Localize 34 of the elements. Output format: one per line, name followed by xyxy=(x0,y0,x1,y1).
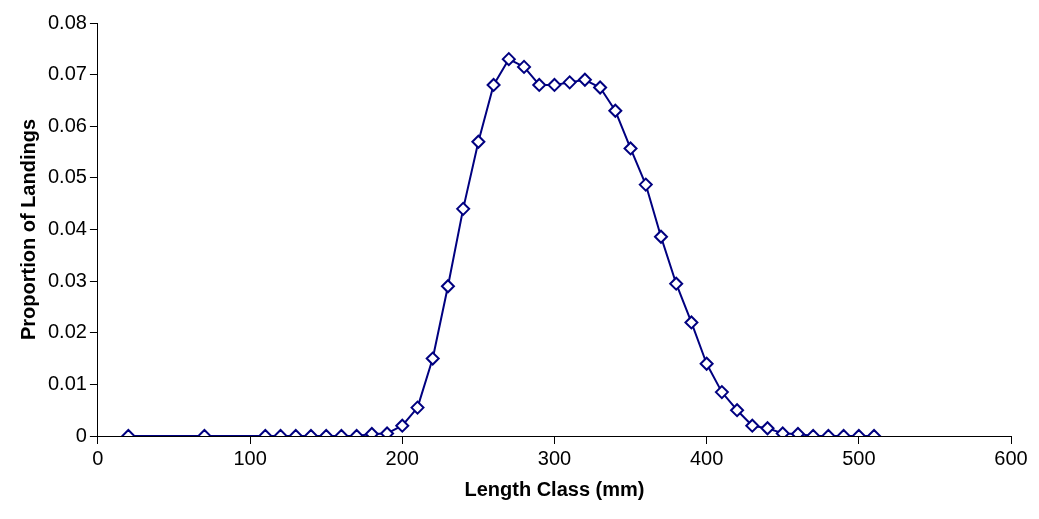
x-tick-label: 600 xyxy=(994,446,1028,469)
x-axis-title: Length Class (mm) xyxy=(464,477,645,500)
point xyxy=(669,276,684,291)
x-tick-label: 400 xyxy=(689,446,724,469)
y-tick-label: 0.07 xyxy=(47,62,87,85)
y-tick-label: 0.06 xyxy=(47,113,87,136)
x-tick-label: 100 xyxy=(233,446,267,469)
x-tick-label: 0 xyxy=(92,446,104,469)
point xyxy=(577,72,592,87)
x-tick-label: 500 xyxy=(842,446,876,469)
point xyxy=(562,75,577,90)
point xyxy=(593,80,608,95)
point xyxy=(501,52,516,67)
y-tick-label: 0.08 xyxy=(47,10,87,33)
point xyxy=(456,201,471,216)
point xyxy=(608,103,623,118)
point xyxy=(532,77,547,92)
point xyxy=(486,77,501,92)
x-tick-label: 200 xyxy=(385,446,419,469)
point xyxy=(653,229,668,244)
point xyxy=(440,279,455,294)
y-tick-label: 0 xyxy=(75,423,87,446)
y-tick-label: 0.04 xyxy=(47,217,87,240)
point xyxy=(517,59,532,74)
y-tick-label: 0.02 xyxy=(47,320,87,343)
y-tick-label: 0.05 xyxy=(47,165,87,188)
point xyxy=(638,177,653,192)
y-tick-label: 0.01 xyxy=(47,371,87,394)
point xyxy=(623,141,638,156)
point xyxy=(471,134,486,149)
y-axis-title: Proportion of Landings xyxy=(16,118,39,341)
y-tick-label: 0.03 xyxy=(47,268,87,291)
x-tick-label: 300 xyxy=(537,446,572,469)
point xyxy=(547,77,562,92)
